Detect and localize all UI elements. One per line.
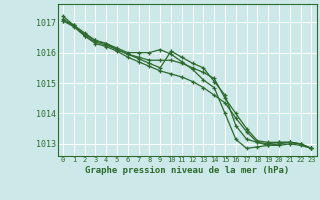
X-axis label: Graphe pression niveau de la mer (hPa): Graphe pression niveau de la mer (hPa) bbox=[85, 166, 289, 175]
